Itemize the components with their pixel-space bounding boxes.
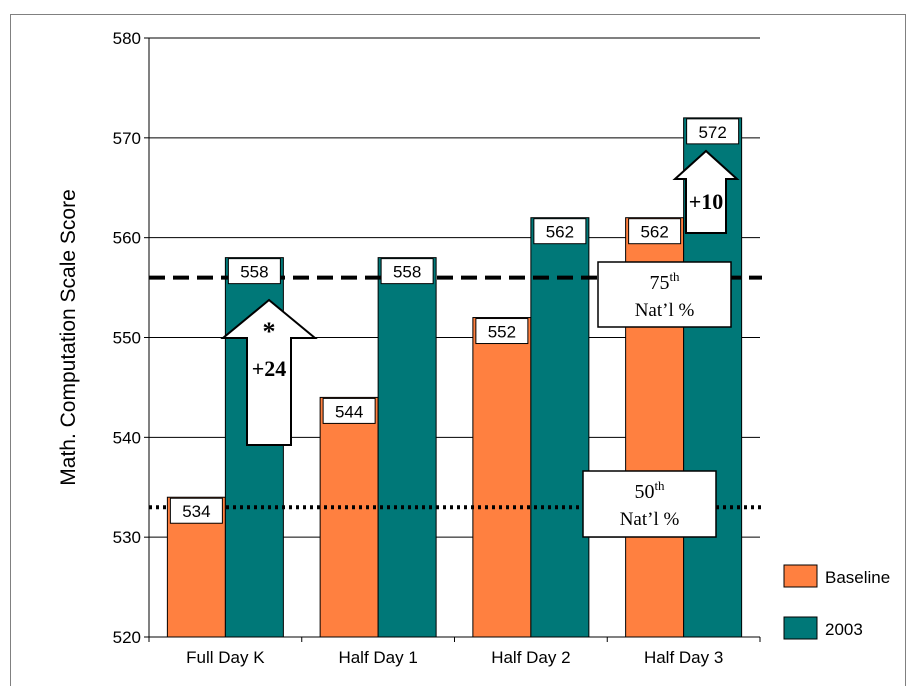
value-label-baseline-box [169, 497, 223, 524]
significance-marker: * [263, 317, 276, 346]
reference-label-rank: 50th [634, 478, 665, 503]
bar-2003-half-day-2 [530, 217, 590, 638]
value-label-2003-box [380, 258, 434, 285]
y-tick-label: 530 [113, 528, 141, 547]
value-label-2003: 558 [240, 263, 268, 282]
reference-lines: 75th Nat’l % 50th Nat’l % [149, 261, 762, 538]
value-label-2003-box [686, 118, 740, 145]
improvement-arrow [672, 149, 740, 234]
value-label-2003-box [533, 218, 587, 245]
x-tick-label: Half Day 3 [644, 648, 723, 667]
x-tick-label: Half Day 1 [338, 648, 417, 667]
y-tick-label: 580 [113, 29, 141, 48]
value-label-2003: 558 [393, 263, 421, 282]
reference-label-text: Nat’l % [620, 509, 680, 530]
bar-2003-half-day-1 [377, 257, 437, 638]
value-label-2003: 562 [546, 223, 574, 242]
annotations: * +24 +10 [220, 149, 740, 446]
value-label-baseline-box [322, 397, 376, 424]
legend-label-baseline: Baseline [825, 568, 890, 587]
y-tick-label: 540 [113, 428, 141, 447]
reference-label-rank: 75th [649, 269, 680, 294]
reference-label-box [582, 470, 717, 538]
value-label-baseline: 562 [640, 223, 668, 242]
reference-label-box [597, 261, 732, 328]
value-label-baseline: 544 [335, 402, 363, 421]
bar-baseline-half-day-1 [319, 396, 379, 638]
y-tick-label: 560 [113, 229, 141, 248]
y-tick-label: 520 [113, 628, 141, 647]
improvement-label: +10 [689, 189, 724, 214]
value-label-2003-box [227, 258, 281, 285]
value-label-baseline: 534 [182, 502, 210, 521]
y-axis-label: Math. Computation Scale Score [57, 189, 80, 485]
y-tick-label: 570 [113, 129, 141, 148]
value-label-baseline: 552 [488, 323, 516, 342]
x-tick-label: Half Day 2 [491, 648, 570, 667]
value-labels: 534 558 544 558 552 562 562 572 [169, 118, 740, 524]
legend-swatch-baseline [783, 564, 818, 588]
y-tick-label: 550 [113, 329, 141, 348]
axes: 520 530 540 550 560 570 580 Full Day K Half Day … [57, 29, 761, 667]
improvement-label: +24 [252, 356, 287, 381]
reference-label-text: Nat’l % [635, 300, 695, 321]
improvement-arrow [220, 298, 318, 446]
legend-label-2003: 2003 [825, 620, 863, 639]
value-label-2003: 572 [698, 123, 726, 142]
value-label-baseline-box [475, 318, 529, 345]
value-label-baseline-box [628, 218, 682, 245]
legend: Baseline 2003 [783, 564, 890, 640]
x-tick-label: Full Day K [186, 648, 265, 667]
legend-swatch-2003 [783, 616, 818, 640]
chart-frame [10, 14, 906, 686]
bar-baseline-half-day-2 [472, 317, 532, 638]
